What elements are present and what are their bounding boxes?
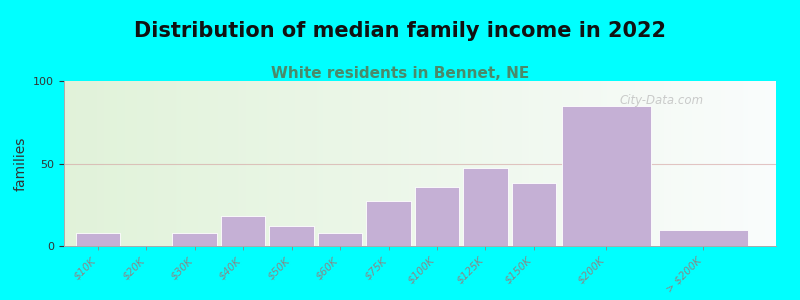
Y-axis label: families: families: [14, 136, 28, 191]
Bar: [511, 183, 556, 246]
Bar: [366, 202, 410, 246]
Bar: [270, 226, 314, 246]
Bar: [463, 168, 508, 246]
Bar: [173, 233, 217, 246]
Bar: [562, 106, 651, 246]
Text: Distribution of median family income in 2022: Distribution of median family income in …: [134, 21, 666, 41]
Bar: [221, 216, 266, 246]
Text: White residents in Bennet, NE: White residents in Bennet, NE: [271, 66, 529, 81]
Bar: [658, 230, 748, 246]
Bar: [318, 233, 362, 246]
Bar: [76, 233, 120, 246]
Bar: [414, 187, 459, 246]
Text: City-Data.com: City-Data.com: [619, 94, 703, 107]
